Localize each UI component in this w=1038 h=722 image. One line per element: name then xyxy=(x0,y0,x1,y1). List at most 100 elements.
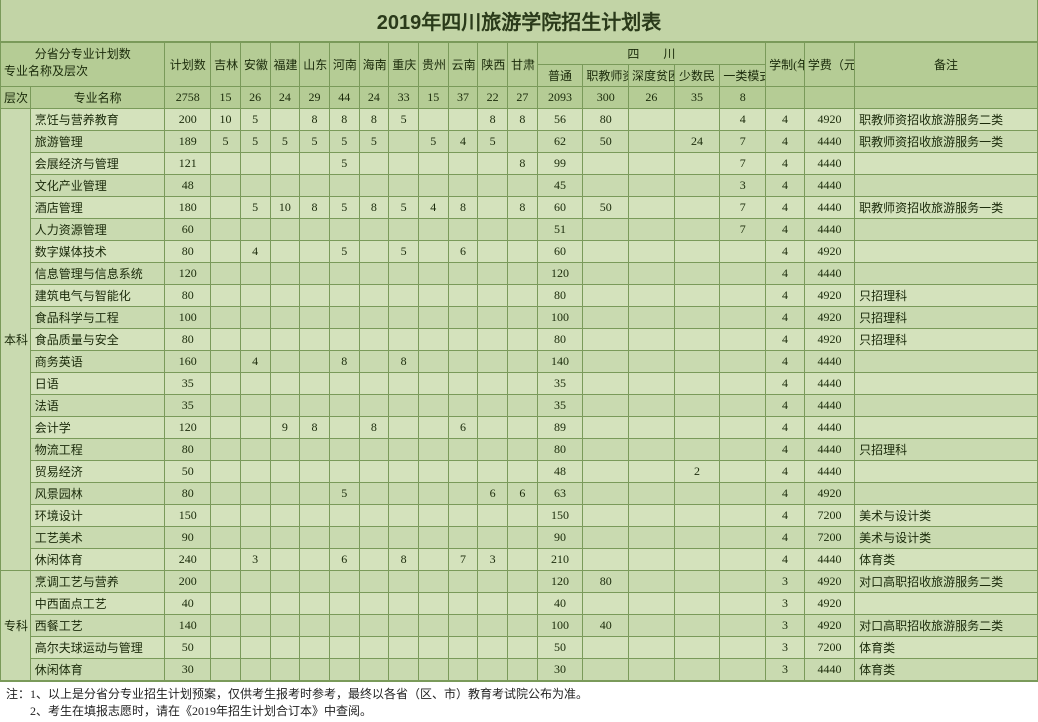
cell xyxy=(720,395,766,417)
cell: 5 xyxy=(270,131,300,153)
cell xyxy=(270,175,300,197)
cell xyxy=(629,637,675,659)
cell: 35 xyxy=(537,373,583,395)
cell-remark: 体育类 xyxy=(855,659,1038,681)
cell xyxy=(478,197,508,219)
cell xyxy=(418,241,448,263)
cell-remark xyxy=(855,483,1038,505)
cell: 7 xyxy=(720,131,766,153)
cell xyxy=(629,131,675,153)
cell xyxy=(674,109,720,131)
cell: 4 xyxy=(418,197,448,219)
cell xyxy=(270,307,300,329)
cell xyxy=(508,351,538,373)
cell xyxy=(329,461,359,483)
cell xyxy=(270,505,300,527)
cell xyxy=(720,527,766,549)
total-cell: 22 xyxy=(478,87,508,109)
cell xyxy=(583,373,629,395)
cell: 4 xyxy=(766,307,805,329)
cell xyxy=(674,351,720,373)
cell-remark xyxy=(855,263,1038,285)
level-cell-ben: 本科 xyxy=(1,109,31,571)
cell xyxy=(418,351,448,373)
cell: 3 xyxy=(720,175,766,197)
cell: 4 xyxy=(766,527,805,549)
cell xyxy=(329,373,359,395)
cell xyxy=(329,637,359,659)
cell xyxy=(211,219,241,241)
cell xyxy=(478,329,508,351)
cell: 4440 xyxy=(804,549,854,571)
cell: 3 xyxy=(766,637,805,659)
cell-name: 西餐工艺 xyxy=(30,615,165,637)
cell xyxy=(629,439,675,461)
cell xyxy=(300,483,330,505)
cell xyxy=(211,615,241,637)
footer-line: 2、考生在填报志愿时，请在《2019年招生计划合订本》中查阅。 xyxy=(6,703,1032,720)
cell: 8 xyxy=(389,549,419,571)
cell xyxy=(720,285,766,307)
cell xyxy=(674,395,720,417)
cell xyxy=(240,285,270,307)
cell: 200 xyxy=(165,571,211,593)
cell: 4 xyxy=(448,131,478,153)
cell xyxy=(300,285,330,307)
cell xyxy=(240,395,270,417)
cell xyxy=(359,153,389,175)
cell: 3 xyxy=(766,615,805,637)
cell xyxy=(329,505,359,527)
cell: 8 xyxy=(389,351,419,373)
cell xyxy=(674,505,720,527)
cell: 80 xyxy=(537,439,583,461)
cell: 4 xyxy=(766,153,805,175)
table-row: 中西面点工艺404034920 xyxy=(1,593,1038,615)
cell xyxy=(720,351,766,373)
cell-name: 休闲体育 xyxy=(30,659,165,681)
cell xyxy=(629,263,675,285)
cell xyxy=(329,659,359,681)
cell xyxy=(418,153,448,175)
cell xyxy=(211,351,241,373)
cell xyxy=(389,615,419,637)
cell-remark: 美术与设计类 xyxy=(855,505,1038,527)
cell xyxy=(211,241,241,263)
cell xyxy=(211,637,241,659)
cell xyxy=(478,593,508,615)
cell: 4440 xyxy=(804,153,854,175)
cell xyxy=(270,637,300,659)
cell xyxy=(240,461,270,483)
cell xyxy=(629,351,675,373)
cell xyxy=(359,373,389,395)
cell: 3 xyxy=(766,571,805,593)
cell: 99 xyxy=(537,153,583,175)
cell xyxy=(583,527,629,549)
table-body: 本科烹饪与营养教育2001058885885680444920职教师资招收旅游服… xyxy=(1,109,1038,681)
cell xyxy=(329,307,359,329)
cell: 4 xyxy=(766,241,805,263)
cell xyxy=(270,329,300,351)
header-prov: 贵州 xyxy=(418,43,448,87)
cell xyxy=(478,637,508,659)
cell: 4440 xyxy=(804,263,854,285)
cell: 4920 xyxy=(804,593,854,615)
cell-name: 烹调工艺与营养 xyxy=(30,571,165,593)
cell: 7 xyxy=(448,549,478,571)
cell: 50 xyxy=(583,197,629,219)
cell xyxy=(448,461,478,483)
cell xyxy=(359,395,389,417)
cell xyxy=(508,505,538,527)
cell xyxy=(720,373,766,395)
cell: 80 xyxy=(165,241,211,263)
cell xyxy=(448,285,478,307)
cell xyxy=(389,395,419,417)
cell xyxy=(478,659,508,681)
cell xyxy=(211,571,241,593)
cell: 4 xyxy=(766,219,805,241)
cell: 4440 xyxy=(804,659,854,681)
cell xyxy=(674,241,720,263)
cell xyxy=(508,263,538,285)
cell: 6 xyxy=(448,241,478,263)
cell xyxy=(418,483,448,505)
header-sc-col: 职教师资 xyxy=(583,65,629,87)
